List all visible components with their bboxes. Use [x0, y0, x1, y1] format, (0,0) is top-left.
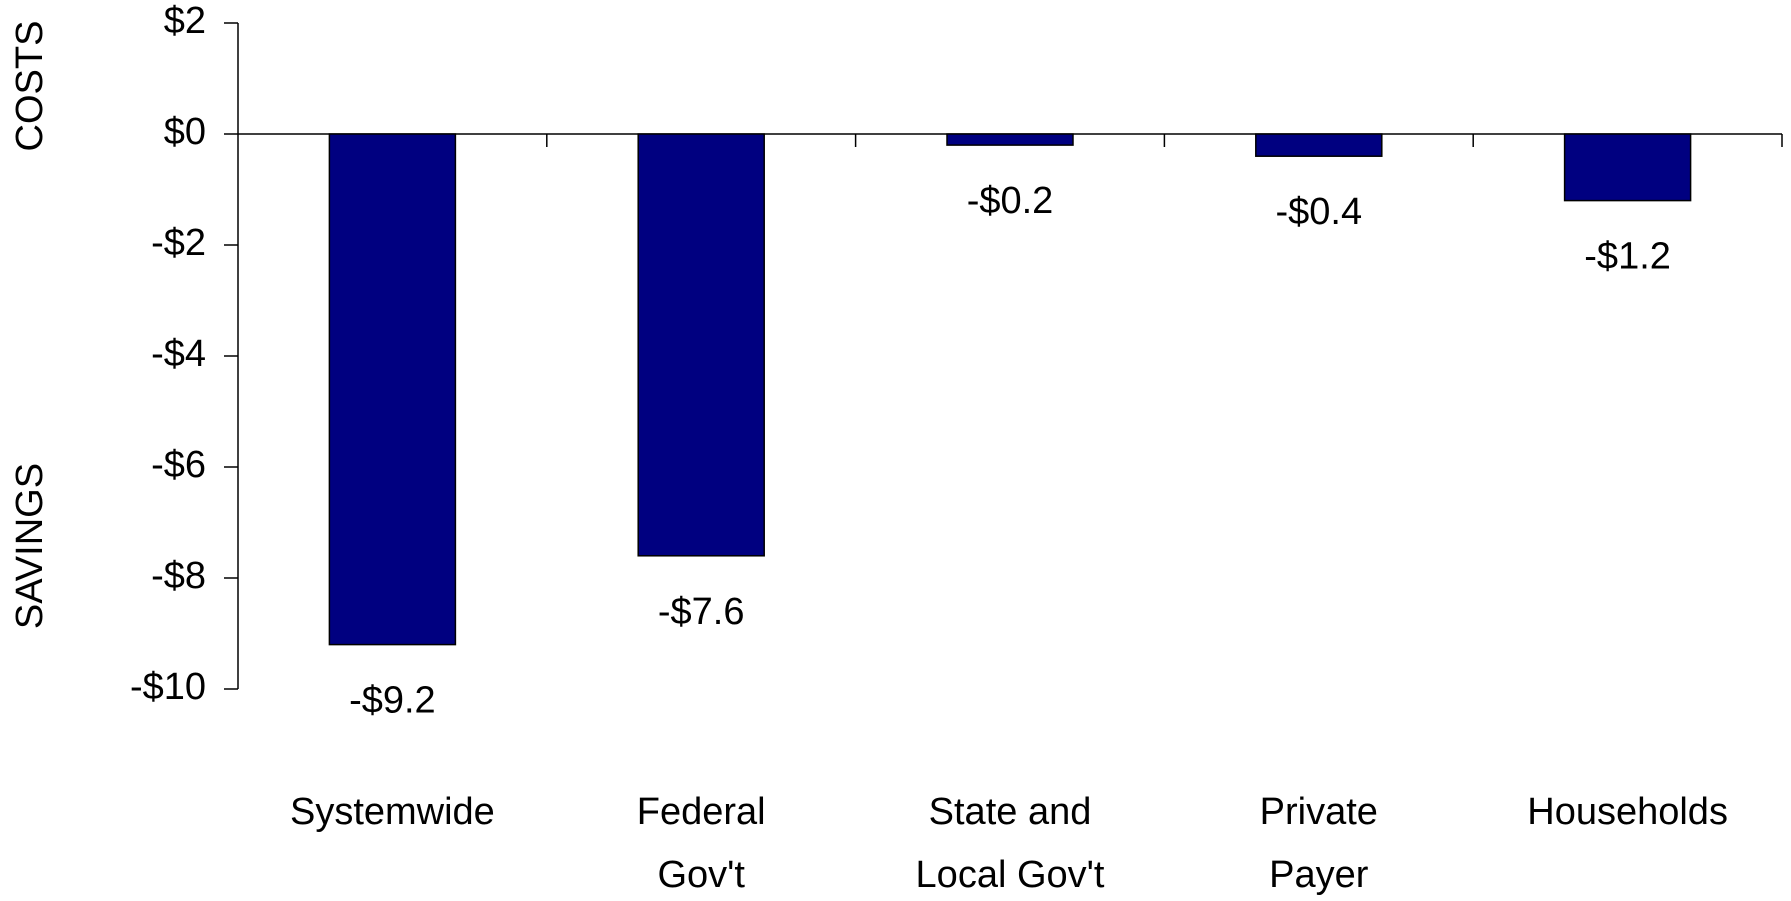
y-tick-label: -$10 — [130, 666, 206, 708]
savings-label: SAVINGS — [9, 463, 51, 629]
x-tick-label: Federal — [637, 791, 766, 833]
y-tick-label: -$2 — [151, 222, 206, 264]
x-tick-label: State and — [929, 791, 1092, 833]
bar — [946, 133, 1074, 146]
x-tick-label: Private — [1260, 791, 1378, 833]
y-tick-label: -$4 — [151, 333, 206, 375]
x-tick-label: Households — [1527, 791, 1728, 833]
bar — [1563, 133, 1692, 202]
y-tick-label: -$8 — [151, 555, 206, 597]
value-label: -$7.6 — [658, 591, 745, 633]
x-tick-label: Payer — [1269, 854, 1369, 896]
bar — [637, 133, 765, 557]
x-tick-label: Systemwide — [290, 791, 495, 833]
value-label: -$0.2 — [967, 180, 1054, 222]
value-label: -$9.2 — [349, 680, 436, 722]
y-tick-label: -$6 — [151, 444, 206, 486]
x-tick-label: Gov't — [657, 854, 745, 896]
bar — [1255, 133, 1383, 157]
y-tick-label: $2 — [164, 0, 206, 42]
value-label: -$0.4 — [1275, 191, 1362, 233]
x-tick-label: Local Gov't — [916, 854, 1105, 896]
bar — [328, 133, 457, 646]
y-tick-label: $0 — [164, 111, 206, 153]
costs-label: COSTS — [9, 21, 51, 152]
value-label: -$1.2 — [1584, 236, 1671, 278]
